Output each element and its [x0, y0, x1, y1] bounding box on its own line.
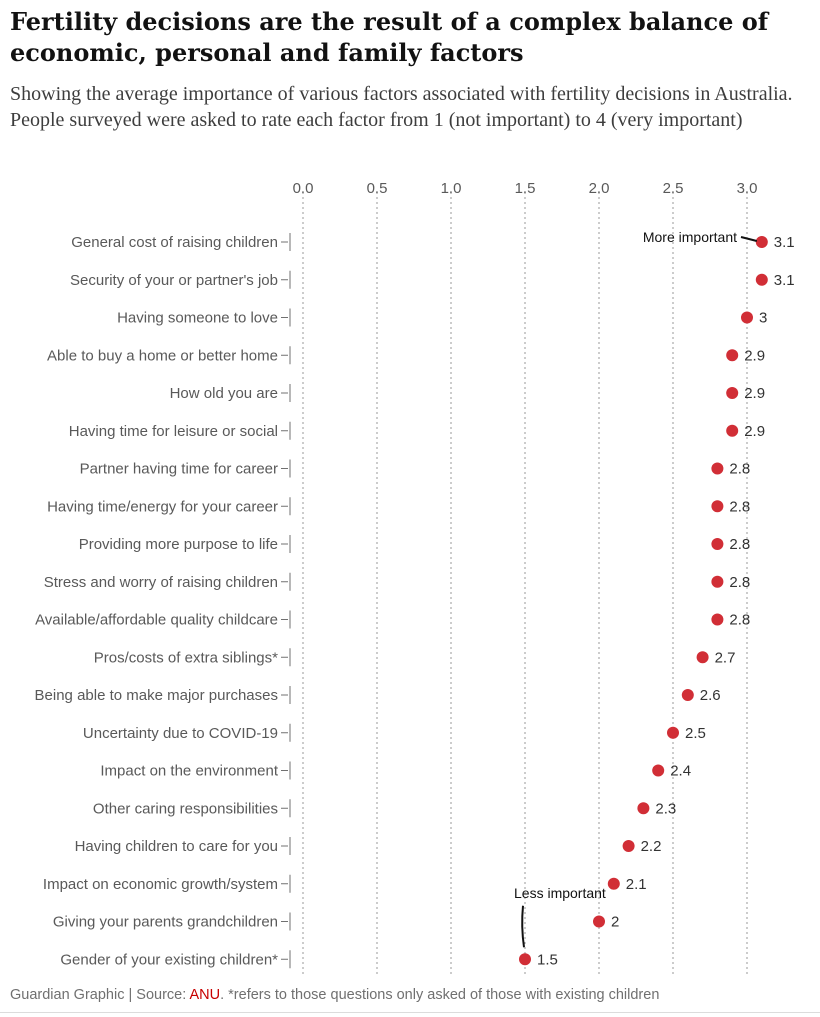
x-tick-label: 0.0: [293, 180, 314, 197]
x-tick-label: 1.5: [515, 180, 536, 197]
x-tick-label: 2.0: [589, 180, 610, 197]
data-point[interactable]: [726, 349, 739, 362]
category-label: Impact on the environment: [100, 763, 278, 780]
category-label: Gender of your existing children*: [60, 951, 278, 968]
data-label: 2.8: [729, 461, 750, 478]
data-point[interactable]: [593, 915, 605, 928]
data-point[interactable]: [755, 236, 768, 248]
data-point[interactable]: [741, 311, 753, 324]
data-point[interactable]: [681, 689, 694, 701]
footer-note: . *refers to those questions only asked …: [220, 987, 660, 1003]
category-label: Giving your parents grandchildren: [53, 914, 278, 931]
source-link[interactable]: ANU: [189, 987, 221, 1003]
category-label: Security of your or partner's job: [70, 272, 278, 289]
data-label: 2.5: [685, 725, 706, 742]
category-label: Impact on economic growth/system: [43, 876, 278, 893]
category-label: Partner having time for career: [80, 461, 278, 478]
category-label: Available/affordable quality childcare: [35, 612, 278, 629]
footer-divider: [0, 1012, 820, 1013]
data-point[interactable]: [726, 424, 739, 437]
category-label: General cost of raising children: [71, 234, 278, 251]
data-point[interactable]: [607, 877, 620, 890]
data-label: 3.1: [774, 272, 795, 289]
data-label: 2.9: [744, 347, 765, 364]
data-label: 2.8: [729, 612, 750, 629]
category-label: Having someone to love: [117, 310, 278, 327]
category-label: Having children to care for you: [75, 838, 278, 855]
x-tick-label: 1.0: [441, 180, 462, 197]
category-label: Pros/costs of extra siblings*: [94, 649, 278, 666]
annotation-more-important: More important: [643, 229, 737, 245]
data-label: 2.6: [700, 687, 721, 704]
x-tick-label: 2.5: [663, 180, 684, 197]
data-point[interactable]: [726, 387, 739, 399]
data-label: 2.3: [655, 800, 676, 817]
category-label: How old you are: [170, 385, 278, 402]
data-label: 2.9: [744, 423, 765, 440]
category-label: Having time/energy for your career: [47, 498, 278, 515]
category-label: Other caring responsibilities: [93, 800, 278, 817]
data-label: 2.4: [670, 763, 691, 780]
data-label: 2: [611, 914, 619, 931]
data-point[interactable]: [711, 500, 724, 513]
data-point[interactable]: [711, 575, 724, 588]
data-label: 2.8: [729, 498, 750, 515]
data-point[interactable]: [622, 840, 635, 852]
data-label: 2.9: [744, 385, 765, 402]
footer-credit: Guardian Graphic | Source:: [10, 987, 190, 1003]
data-point[interactable]: [637, 802, 650, 815]
x-tick-label: 3.0: [737, 180, 758, 197]
dot-plot: 0.0 0.5 1.0 1.5 2.0 2.5 3.0 General cost of rai…: [35, 180, 795, 976]
data-label: 2.8: [729, 574, 750, 591]
data-label: 3.1: [774, 234, 795, 251]
data-label: 2.1: [626, 876, 647, 893]
data-label: 2.2: [641, 838, 662, 855]
category-label: Uncertainty due to COVID-19: [83, 725, 278, 742]
data-point[interactable]: [667, 726, 679, 739]
category-label: Stress and worry of raising children: [44, 574, 278, 591]
data-point[interactable]: [711, 462, 724, 475]
footer: Guardian Graphic | Source: ANU. *refers …: [10, 987, 659, 1003]
x-tick-label: 0.5: [367, 180, 388, 197]
data-point[interactable]: [519, 953, 531, 966]
data-label: 1.5: [537, 951, 558, 968]
annotation-less-important: Less important: [514, 885, 606, 901]
category-label: Able to buy a home or better home: [47, 347, 278, 364]
data-point[interactable]: [711, 538, 724, 550]
chart-title: Fertility decisions are the result of a …: [10, 7, 769, 67]
data-point[interactable]: [696, 651, 709, 664]
category-label: Being able to make major purchases: [35, 687, 278, 704]
data-point[interactable]: [711, 613, 724, 626]
data-label: 2.8: [729, 536, 750, 553]
data-point[interactable]: [755, 273, 768, 286]
data-label: 2.7: [715, 649, 736, 666]
annotation-leader-more: [740, 236, 758, 242]
category-label: Providing more purpose to life: [79, 536, 278, 553]
category-label: Having time for leisure or social: [69, 423, 278, 440]
data-label: 3: [759, 310, 767, 327]
annotation-leader-less: [521, 905, 525, 948]
chart-subtitle: Showing the average importance of variou…: [10, 83, 793, 131]
data-point[interactable]: [652, 764, 665, 777]
